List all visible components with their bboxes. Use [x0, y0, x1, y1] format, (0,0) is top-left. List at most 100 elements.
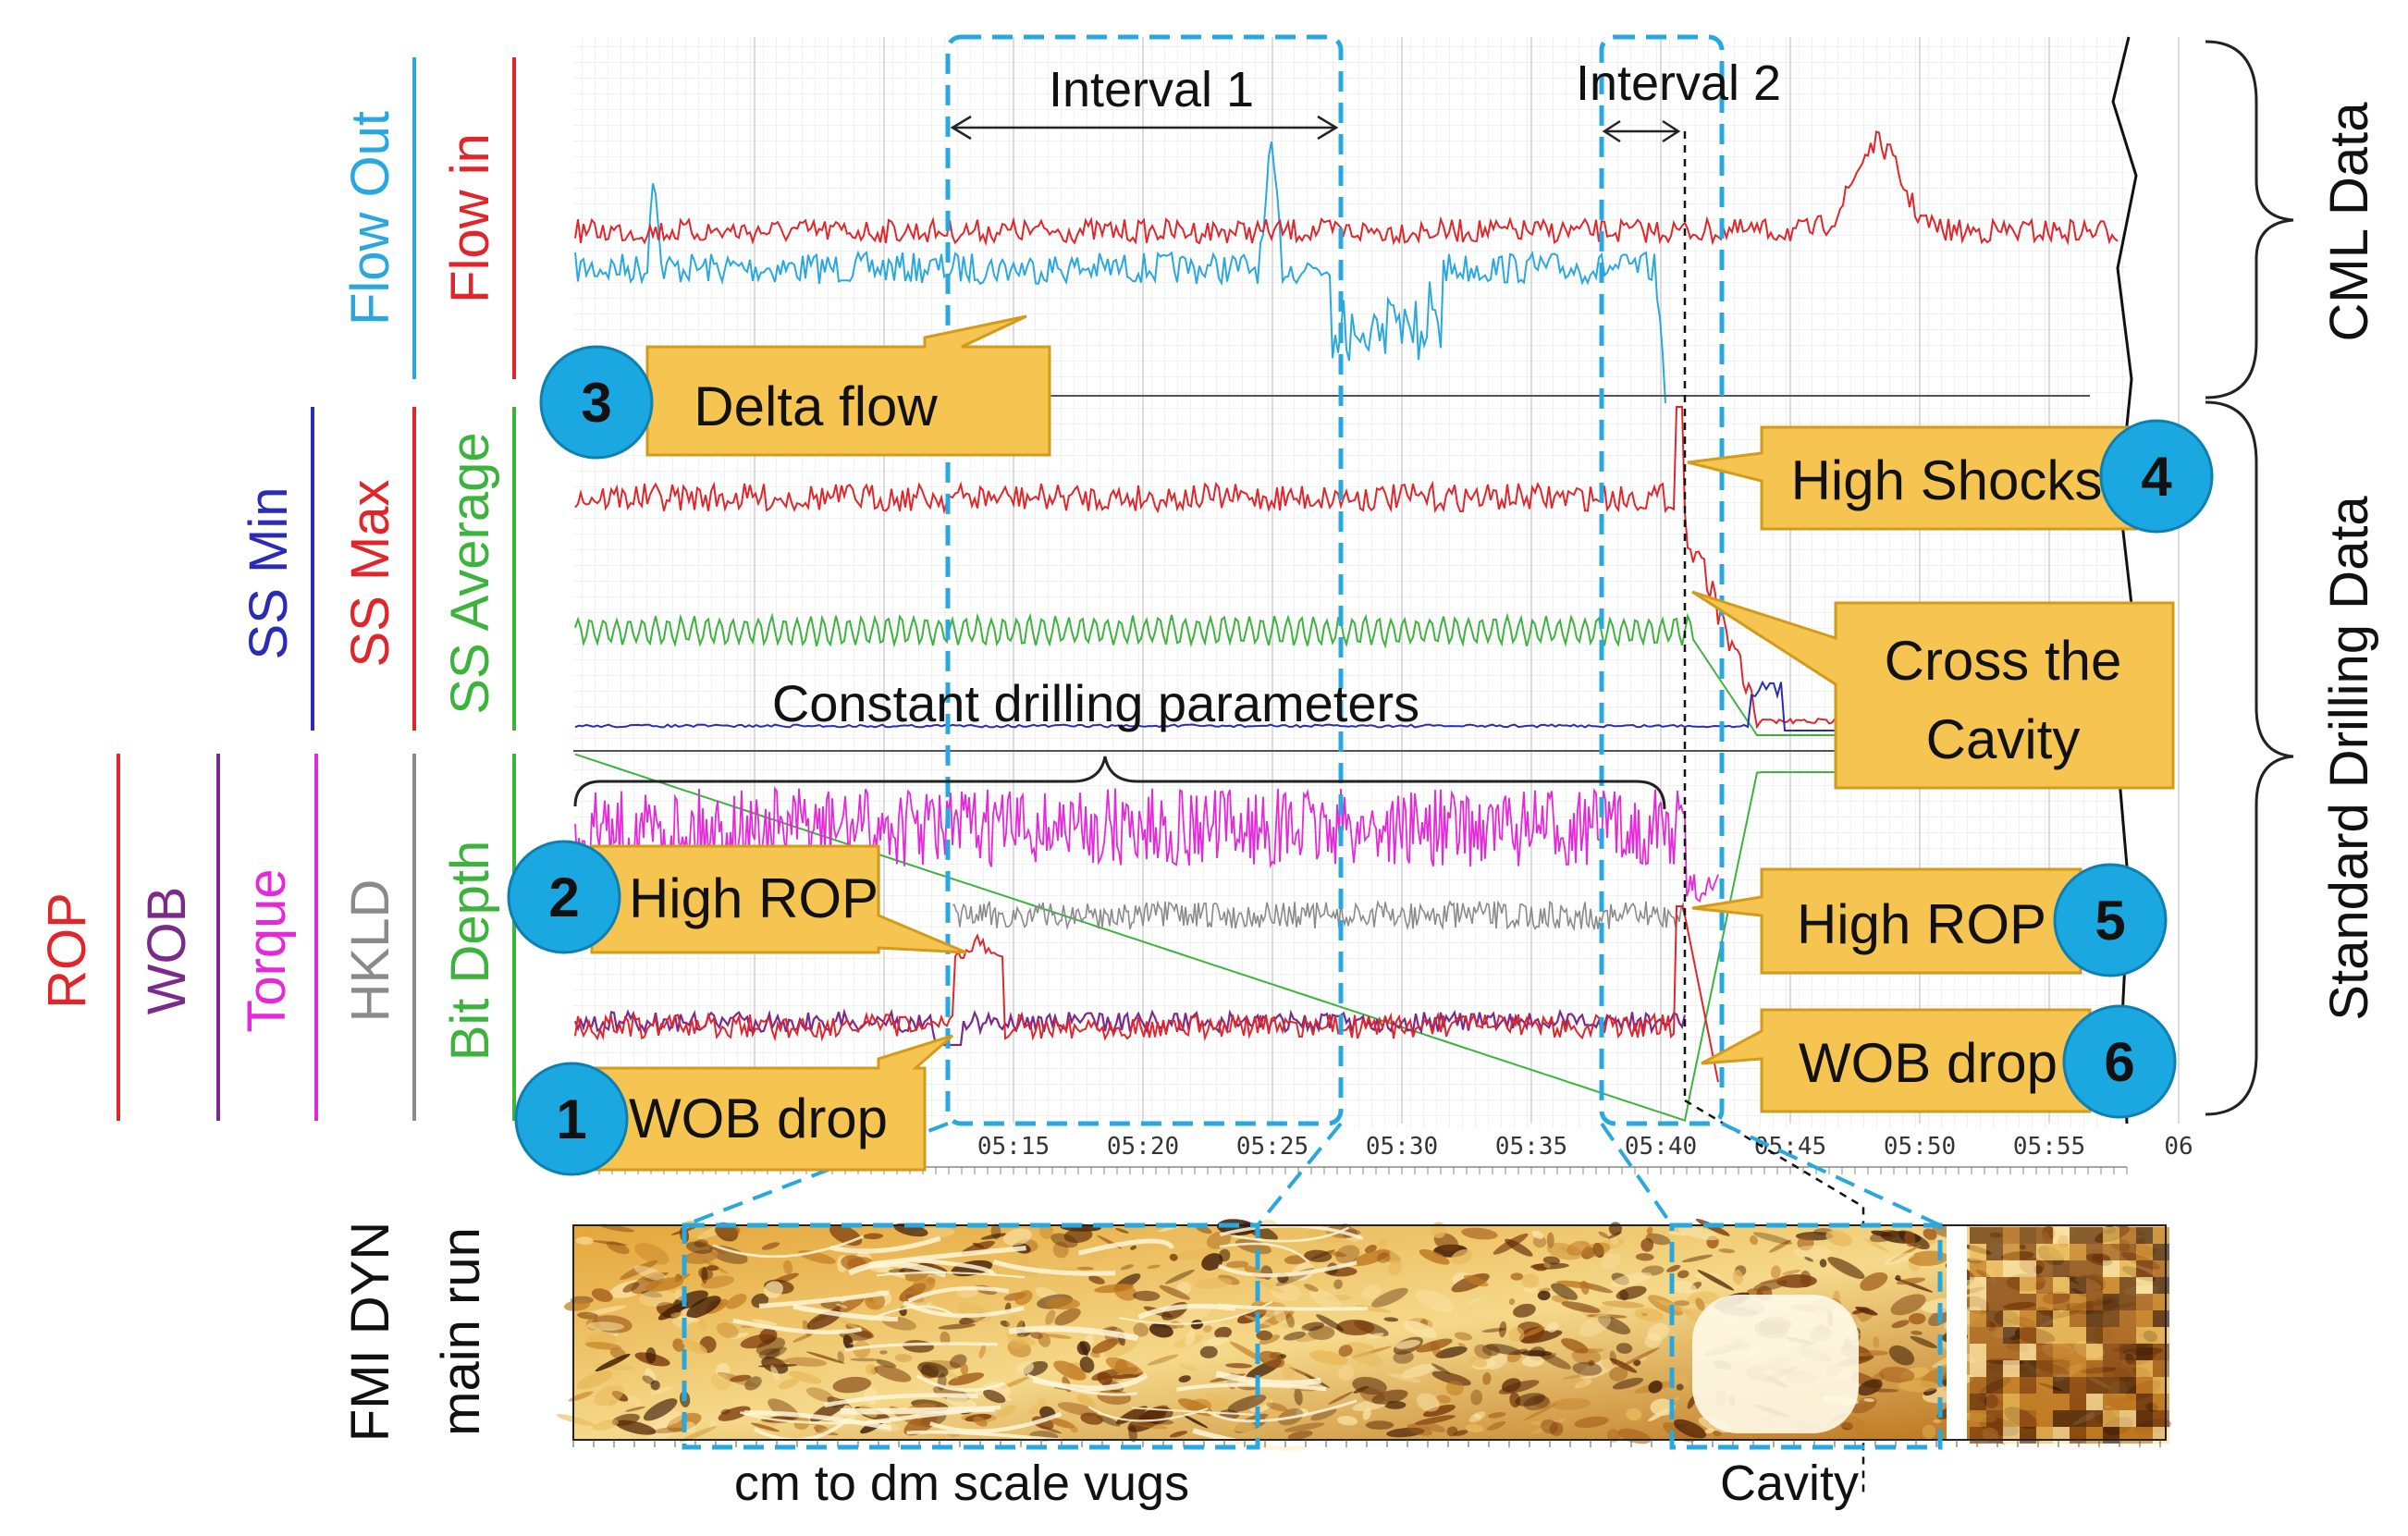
fmi-pixel: [2086, 1260, 2103, 1277]
fmi-blotch: [1891, 1320, 1910, 1329]
fmi-blotch: [594, 1384, 624, 1407]
interval-2-label: Interval 2: [1576, 55, 1781, 111]
fmi-pixel: [2003, 1294, 2020, 1310]
fmi-blotch: [1403, 1321, 1437, 1338]
fmi-streak: [1008, 1325, 1138, 1342]
fmi-blotch: [563, 1299, 591, 1311]
fmi-blotch: [1030, 1331, 1043, 1339]
fmi-blotch: [1860, 1272, 1888, 1291]
fmi-blotch: [783, 1260, 793, 1275]
fmi-pixel: [2036, 1377, 2053, 1394]
fmi-blotch: [1371, 1287, 1408, 1308]
fmi-blotch: [805, 1351, 845, 1364]
fmi-blotch: [1388, 1260, 1402, 1276]
callout-high-rop-left-text: High ROP: [629, 867, 878, 929]
fmi-streak: [1119, 1300, 1273, 1325]
fmi-cavity-box: [1669, 1223, 1943, 1450]
fmi-blotch: [1521, 1356, 1544, 1368]
fmi-cavity-region: [1692, 1295, 1859, 1433]
fmi-blotch: [1869, 1229, 1898, 1243]
fmi-blotch: [1470, 1389, 1483, 1406]
torque-line: [574, 786, 1719, 903]
fmi-blotch: [1324, 1295, 1352, 1301]
fmi-blotch: [1749, 1235, 1759, 1246]
fmi-streak: [848, 1260, 947, 1278]
interval-1-box: [945, 34, 1344, 1126]
fmi-pixel: [2086, 1377, 2103, 1394]
fmi-pixel: [2003, 1394, 2020, 1410]
fmi-blotch: [1607, 1231, 1622, 1239]
fmi-pixel: [2003, 1327, 2020, 1344]
fmi-blotch: [879, 1350, 888, 1355]
fmi-blotch: [670, 1312, 683, 1318]
fmi-pixel: [2020, 1244, 2036, 1260]
fmi-blotch: [1481, 1328, 1506, 1333]
fmi-blotch: [1422, 1405, 1456, 1418]
fmi-blotch: [1337, 1365, 1355, 1382]
fmi-blotch: [1487, 1412, 1506, 1419]
fmi-pixel: [2086, 1294, 2103, 1310]
legend-ss-max: SS Max: [340, 479, 400, 667]
fmi-pixel: [2020, 1410, 2036, 1427]
fmi-blotch: [1416, 1393, 1440, 1412]
fmi-pixel: [2003, 1244, 2020, 1260]
fmi-streak: [1077, 1238, 1175, 1256]
fmi-blotch: [1176, 1281, 1192, 1295]
fmi-pixel: [2153, 1327, 2169, 1344]
fmi-blotch: [1348, 1348, 1383, 1366]
fmi-blotch: [1120, 1264, 1134, 1271]
fmi-pixel: [2036, 1227, 2053, 1244]
fmi-blotch: [1225, 1260, 1249, 1269]
callout-high-rop-right: High ROP 5: [1691, 863, 2168, 977]
fmi-blotch: [1454, 1332, 1473, 1341]
fmi-blotch: [1770, 1265, 1781, 1279]
fmi-blotch: [1879, 1366, 1915, 1383]
fmi-blotch: [694, 1239, 708, 1247]
fmi-blotch: [672, 1338, 685, 1352]
fmi-blotch: [1674, 1300, 1690, 1307]
fmi-blotch: [1871, 1388, 1898, 1393]
fmi-blotch: [874, 1365, 912, 1382]
fmi-blotch: [1904, 1230, 1916, 1247]
fmi-blotch: [1416, 1338, 1453, 1353]
fmi-blotch: [615, 1419, 657, 1435]
fmi-blotch: [1206, 1231, 1232, 1249]
interval-1-label: Interval 1: [1049, 62, 1254, 117]
fmi-blotch: [1841, 1421, 1853, 1431]
fmi-blotch: [645, 1277, 684, 1292]
fmi-blotch: [960, 1363, 969, 1376]
fmi-blotch: [1309, 1350, 1348, 1366]
fmi-blotch: [1258, 1310, 1295, 1329]
fmi-pixel: [2036, 1277, 2053, 1294]
fmi-blotch: [1076, 1266, 1094, 1271]
fmi-blotch: [729, 1332, 749, 1340]
fmi-blotch: [1482, 1372, 1492, 1385]
fmi-blotch: [1419, 1248, 1450, 1265]
fmi-blotch: [1199, 1346, 1218, 1358]
fmi-blotch: [1423, 1422, 1446, 1432]
x-tick-label: 05:30: [1366, 1133, 1438, 1161]
fmi-blotch: [764, 1358, 788, 1368]
fmi-pixel: [2153, 1310, 2169, 1327]
fmi-pixel: [2153, 1227, 2169, 1244]
fmi-blotch: [1873, 1336, 1880, 1348]
fmi-pixel: [2086, 1310, 2103, 1327]
fmi-blotch: [1856, 1429, 1871, 1440]
fmi-streak: [929, 1411, 1063, 1433]
fmi-blotch: [1415, 1289, 1455, 1312]
fmi-blotch: [1513, 1303, 1536, 1318]
fmi-blotch: [1549, 1421, 1564, 1436]
marker-4: [2099, 419, 2214, 534]
fmi-blotch: [727, 1266, 744, 1277]
fmi-pixel: [2070, 1244, 2086, 1260]
constant-params-label: Constant drilling parameters: [772, 674, 1419, 732]
fmi-blotch: [685, 1241, 713, 1254]
fmi-blotch: [983, 1389, 1006, 1404]
fmi-pixel: [2070, 1394, 2086, 1410]
fmi-blotch: [1110, 1374, 1139, 1379]
fmi-pixel: [2136, 1310, 2153, 1327]
fmi-pixel: [2036, 1360, 2053, 1377]
fmi-pixel: [1970, 1427, 1986, 1444]
fmi-pixel: [1986, 1410, 2003, 1427]
fmi-blotch: [556, 1414, 596, 1427]
